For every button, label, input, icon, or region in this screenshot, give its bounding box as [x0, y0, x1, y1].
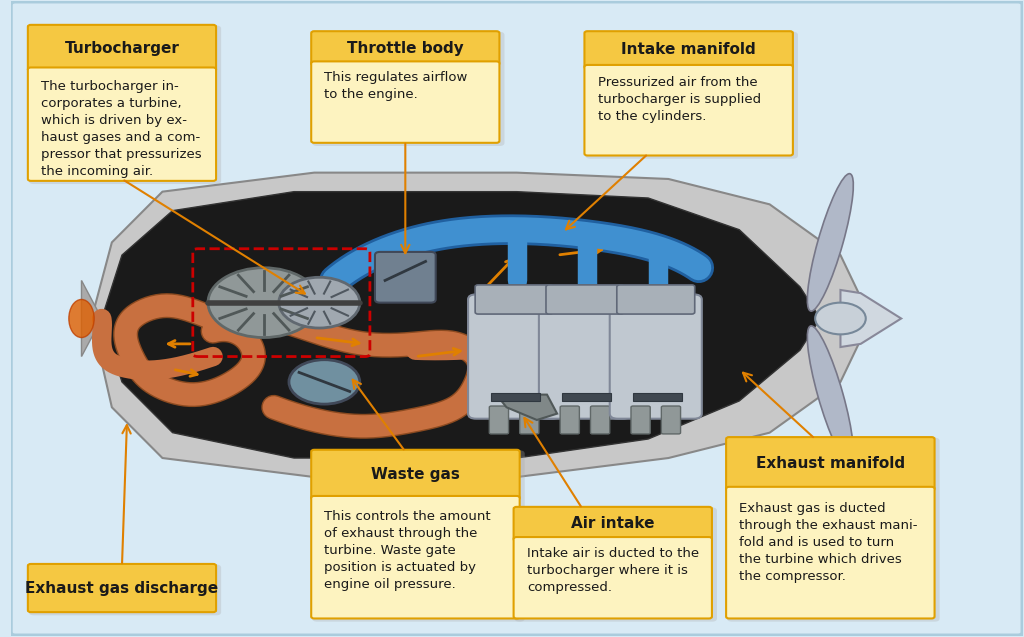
Bar [492, 393, 540, 401]
FancyBboxPatch shape [311, 450, 519, 500]
Text: Air intake: Air intake [571, 517, 654, 531]
Polygon shape [497, 394, 557, 420]
Text: Intake air is ducted to the
turbocharger where it is
compressed.: Intake air is ducted to the turbocharger… [526, 547, 698, 594]
Text: The turbocharger in-
corporates a turbine,
which is driven by ex-
haust gases an: The turbocharger in- corporates a turbin… [41, 80, 202, 178]
FancyBboxPatch shape [28, 68, 216, 181]
FancyBboxPatch shape [609, 294, 701, 419]
Text: Pressurized air from the
turbocharger is supplied
to the cylinders.: Pressurized air from the turbocharger is… [598, 76, 761, 122]
Polygon shape [101, 192, 820, 458]
FancyBboxPatch shape [560, 406, 580, 434]
FancyBboxPatch shape [468, 294, 560, 419]
Bar [562, 393, 610, 401]
FancyBboxPatch shape [29, 564, 221, 615]
Polygon shape [841, 290, 901, 347]
FancyBboxPatch shape [726, 487, 935, 619]
FancyBboxPatch shape [727, 438, 940, 622]
Circle shape [279, 277, 359, 328]
Text: Exhaust manifold: Exhaust manifold [756, 456, 905, 471]
Bar [820, 309, 846, 328]
Ellipse shape [69, 299, 94, 338]
FancyBboxPatch shape [489, 406, 509, 434]
FancyBboxPatch shape [28, 564, 216, 612]
FancyBboxPatch shape [514, 537, 712, 619]
FancyBboxPatch shape [311, 31, 500, 65]
FancyBboxPatch shape [585, 65, 793, 155]
Text: Throttle body: Throttle body [347, 41, 464, 55]
FancyBboxPatch shape [546, 285, 624, 314]
Circle shape [208, 268, 319, 338]
FancyBboxPatch shape [311, 496, 519, 619]
FancyBboxPatch shape [586, 32, 798, 159]
FancyBboxPatch shape [5, 0, 1024, 637]
FancyBboxPatch shape [312, 450, 524, 622]
FancyBboxPatch shape [28, 25, 216, 71]
Text: This regulates airflow
to the engine.: This regulates airflow to the engine. [325, 71, 468, 101]
Circle shape [815, 303, 865, 334]
FancyBboxPatch shape [29, 25, 221, 184]
Ellipse shape [807, 326, 853, 463]
FancyBboxPatch shape [585, 31, 793, 69]
Circle shape [289, 360, 359, 404]
FancyBboxPatch shape [475, 285, 553, 314]
Text: Exhaust gas discharge: Exhaust gas discharge [26, 580, 218, 596]
FancyBboxPatch shape [312, 32, 505, 146]
Text: Turbocharger: Turbocharger [65, 41, 179, 55]
Polygon shape [82, 280, 101, 357]
FancyBboxPatch shape [311, 61, 500, 143]
Text: Waste gas: Waste gas [371, 468, 460, 482]
Ellipse shape [807, 174, 853, 311]
Text: Exhaust gas is ducted
through the exhaust mani-
fold and is used to turn
the tur: Exhaust gas is ducted through the exhaus… [739, 501, 918, 582]
FancyBboxPatch shape [616, 285, 694, 314]
FancyBboxPatch shape [515, 508, 717, 622]
Text: Intake manifold: Intake manifold [622, 43, 756, 57]
FancyBboxPatch shape [375, 252, 435, 303]
FancyBboxPatch shape [514, 507, 712, 541]
FancyBboxPatch shape [591, 406, 609, 434]
FancyBboxPatch shape [631, 406, 650, 434]
FancyBboxPatch shape [726, 437, 935, 490]
FancyBboxPatch shape [539, 294, 631, 419]
FancyBboxPatch shape [519, 406, 539, 434]
Bar [633, 393, 682, 401]
Text: This controls the amount
of exhaust through the
turbine. Waste gate
position is : This controls the amount of exhaust thro… [325, 510, 490, 590]
FancyBboxPatch shape [662, 406, 681, 434]
Polygon shape [91, 173, 870, 477]
